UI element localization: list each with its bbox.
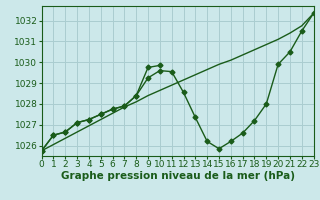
X-axis label: Graphe pression niveau de la mer (hPa): Graphe pression niveau de la mer (hPa) [60, 171, 295, 181]
